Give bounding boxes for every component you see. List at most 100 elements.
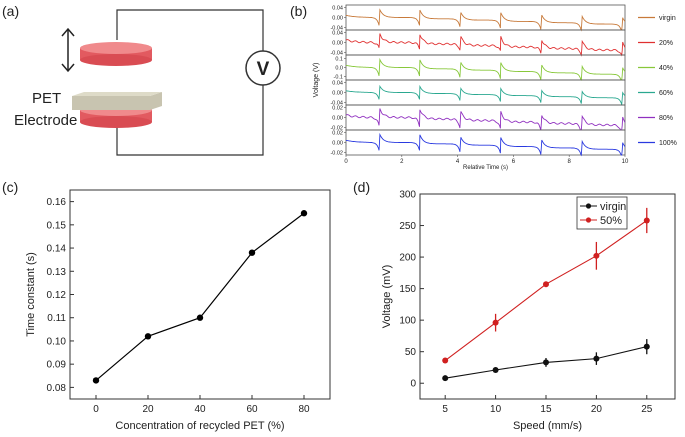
legend-label-80%: 80% — [659, 115, 673, 122]
trace-20% — [345, 33, 626, 57]
y-tick-label: 0.04 — [332, 81, 343, 87]
legend-label-40%: 40% — [659, 65, 673, 72]
y-tick-label: 0.16 — [47, 197, 67, 208]
legend: virgin 50% — [576, 196, 628, 230]
panel-label-d: (d) — [353, 179, 370, 195]
y-tick-label: 0 — [410, 379, 416, 390]
y-tick-label: 0.0 — [335, 66, 343, 72]
y-tick-label: 0.14 — [47, 244, 67, 255]
data-point — [300, 210, 308, 217]
series-line-50% — [444, 220, 648, 361]
x-axis-label: Relative Time (s) — [463, 165, 508, 171]
x-tick-label: 0 — [93, 404, 99, 415]
electrode-label: Electrode — [14, 112, 77, 129]
legend-label-virgin: virgin — [659, 15, 676, 22]
legend-marker-virgin — [585, 203, 592, 209]
x-tick-label: 60 — [246, 404, 258, 415]
x-tick-label: 6 — [512, 159, 516, 165]
x-tick-label: 10 — [490, 404, 502, 415]
y-tick-label: 0.00 — [332, 16, 343, 22]
y-tick-label: 100 — [399, 316, 416, 327]
setup-diagram: V PET Electrode — [14, 9, 281, 156]
legend-label-50%: 50% — [600, 215, 622, 227]
x-tick-label: 20 — [142, 404, 154, 415]
y-tick-label: -0.04 — [330, 51, 343, 57]
y-tick-label: 0.15 — [47, 220, 67, 231]
x-tick-label: 5 — [442, 404, 448, 415]
data-point-virgin — [593, 355, 600, 362]
y-tick-label: -0.02 — [330, 126, 343, 132]
y-tick-label: 250 — [399, 221, 416, 232]
data-point-virgin — [442, 375, 449, 382]
x-tick-label: 10 — [622, 159, 629, 165]
panel-label-a: (a) — [2, 3, 19, 19]
double-arrow-icon — [61, 27, 75, 73]
trace-80% — [345, 108, 626, 131]
y-tick-label: 0.08 — [47, 383, 67, 394]
y-tick-label: 0.02 — [332, 106, 343, 112]
y-tick-label: 200 — [399, 253, 416, 264]
panel-b-voltage-traces: 0.040.00-0.04virgin0.040.00-0.0420%0.10.… — [313, 4, 677, 171]
y-tick-label: 0.00 — [332, 116, 343, 122]
panel-c-time-constant-chart: 0 20 40 60 80 0.08 0.09 0.10 0.11 0.12 0.13 0.14 0.1… — [25, 189, 331, 432]
panel-label-c: (c) — [2, 179, 18, 195]
x-tick-label: 80 — [298, 404, 310, 415]
x-axis-label: Concentration of recycled PET (%) — [115, 420, 284, 432]
data-line — [95, 212, 305, 381]
y-tick-label: 0.04 — [332, 31, 343, 37]
x-axis-label: Speed (mm/s) — [513, 420, 582, 432]
x-tick-label: 40 — [194, 404, 206, 415]
x-tick-label: 15 — [540, 404, 552, 415]
trace-100% — [345, 132, 626, 157]
y-tick-label: 0.1 — [335, 57, 343, 63]
y-tick-label: 0.00 — [332, 91, 343, 97]
y-axis-label: Voltage (V) — [313, 63, 320, 98]
data-point-50% — [442, 357, 449, 364]
top-electrode — [80, 42, 152, 66]
y-tick-label: 0.13 — [47, 267, 67, 278]
data-point — [196, 314, 204, 321]
y-tick-label: 0.11 — [47, 313, 66, 324]
pet-film — [72, 92, 162, 110]
legend-label-60%: 60% — [659, 90, 673, 97]
data-point-virgin — [643, 343, 650, 350]
y-tick-label: 300 — [399, 190, 416, 201]
y-tick-label: 0.10 — [47, 336, 67, 347]
circuit-wire-top — [116, 9, 264, 51]
trace-40% — [345, 57, 626, 81]
y-axis-label: Voltage (mV) — [381, 265, 393, 329]
data-point-virgin — [542, 359, 549, 366]
y-tick-label: 0.02 — [332, 131, 343, 137]
circuit-wire-bottom — [116, 85, 264, 156]
legend-box — [576, 196, 628, 230]
trace-60% — [346, 84, 626, 105]
y-tick-label: 0.00 — [332, 41, 343, 47]
y-tick-label: -0.04 — [330, 26, 343, 32]
panel-label-b: (b) — [290, 3, 307, 19]
pet-label: PET — [32, 90, 61, 107]
voltmeter — [245, 50, 281, 86]
plot-frame — [69, 189, 331, 400]
x-tick-label: 20 — [591, 404, 603, 415]
data-point-virgin — [492, 366, 499, 373]
y-tick-label: 0.00 — [332, 141, 343, 147]
y-tick-label: 0.12 — [47, 290, 67, 301]
legend-label-100%: 100% — [659, 140, 677, 147]
y-tick-label: -0.04 — [330, 101, 343, 107]
y-tick-label: 0.09 — [47, 360, 67, 371]
data-point — [144, 333, 152, 340]
data-point-50% — [542, 281, 549, 288]
y-axis-label: Time constant (s) — [25, 252, 37, 337]
data-point-50% — [593, 252, 600, 259]
trace-virgin — [345, 8, 626, 32]
y-tick-label: 0.04 — [332, 6, 343, 12]
legend-label-virgin: virgin — [600, 201, 626, 213]
legend-label-20%: 20% — [659, 40, 673, 47]
x-tick-label: 4 — [456, 159, 460, 165]
x-tick-label: 0 — [344, 159, 348, 165]
data-point-50% — [643, 217, 650, 224]
y-tick-label: -0.02 — [330, 151, 343, 157]
y-tick-label: 150 — [399, 284, 416, 295]
y-tick-label: -0.1 — [334, 74, 343, 80]
